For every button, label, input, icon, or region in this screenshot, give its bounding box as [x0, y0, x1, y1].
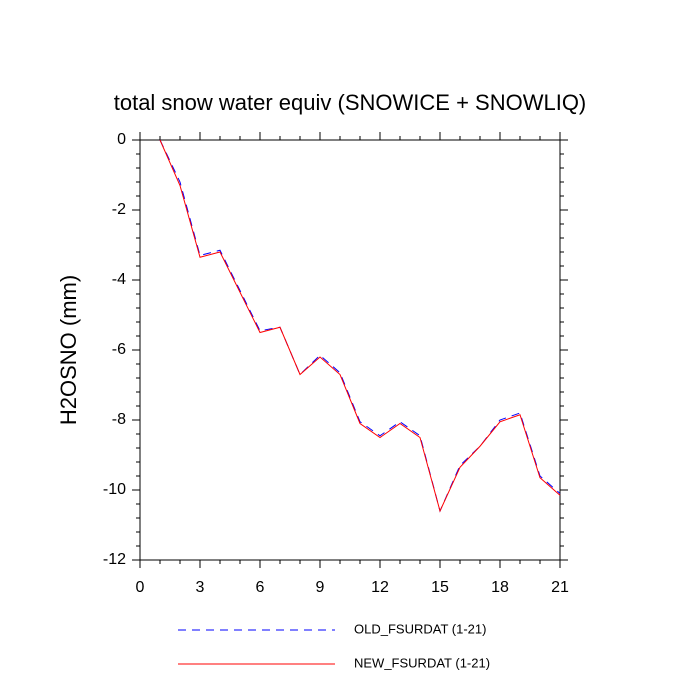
x-tick-label: 18 — [491, 579, 509, 596]
x-tick-label: 3 — [196, 579, 205, 596]
y-tick-label: -6 — [112, 341, 126, 358]
y-tick-label: -12 — [103, 551, 126, 568]
series-line-old — [159, 139, 561, 513]
series-layer — [159, 139, 561, 513]
legend-label: OLD_FSURDAT (1-21) — [354, 621, 486, 636]
tick-marks — [132, 132, 568, 568]
y-tick-label: 0 — [117, 131, 126, 148]
x-tick-label: 0 — [136, 579, 145, 596]
y-tick-label: -10 — [103, 481, 126, 498]
y-tick-label: -2 — [112, 201, 126, 218]
legend: OLD_FSURDAT (1-21) NEW_FSURDAT (1-21) — [178, 621, 490, 670]
series-line-new — [159, 139, 561, 513]
x-tick-label: 6 — [256, 579, 265, 596]
x-tick-label: 12 — [371, 579, 389, 596]
y-axis-label: H2OSNO (mm) — [56, 275, 81, 425]
x-tick-label: 21 — [551, 579, 569, 596]
x-tick-label: 15 — [431, 579, 449, 596]
y-tick-label: -8 — [112, 411, 126, 428]
tick-labels: 0 3 6 9 12 15 18 21 0 -2 -4 -6 -8 -10 -12 — [103, 131, 569, 596]
x-tick-label: 9 — [316, 579, 325, 596]
plot-frame — [139, 139, 561, 561]
legend-label: NEW_FSURDAT (1-21) — [354, 655, 490, 670]
chart-title: total snow water equiv (SNOWICE + SNOWLI… — [114, 90, 587, 115]
y-tick-label: -4 — [112, 271, 126, 288]
